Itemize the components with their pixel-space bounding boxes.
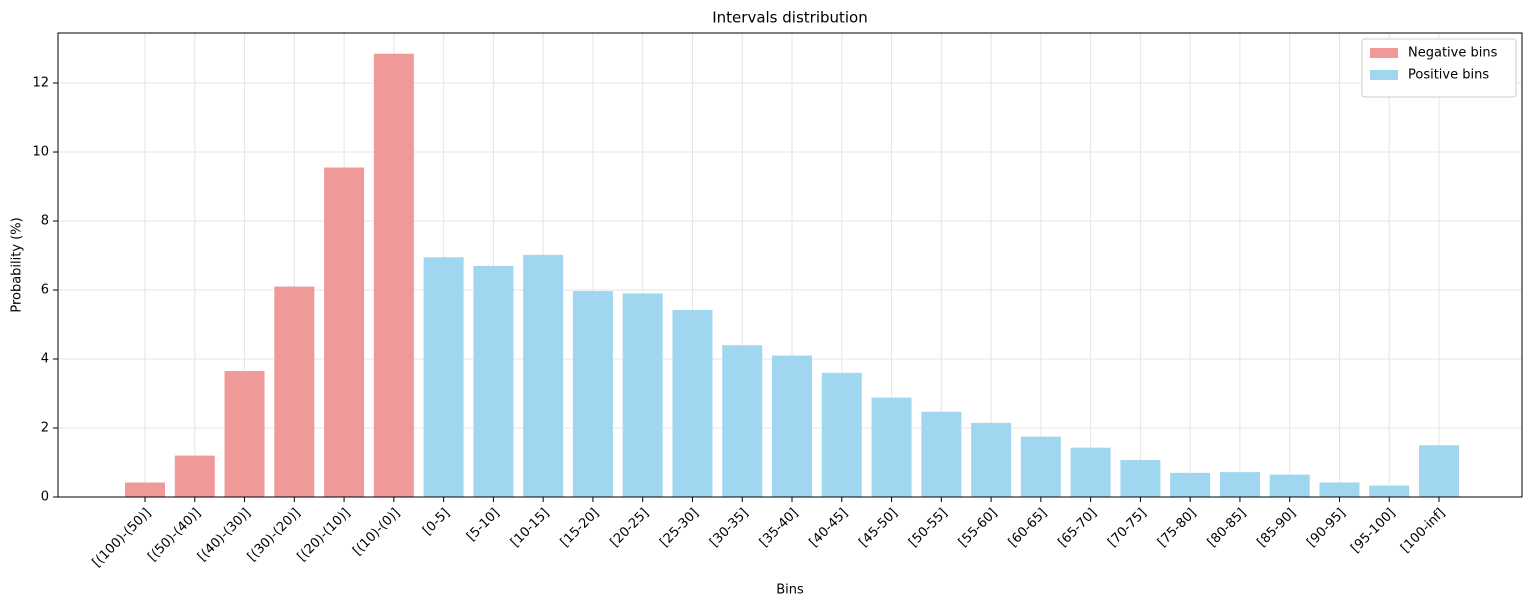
bar [1269,474,1310,497]
x-tick-label: [(100)-(50)] [90,506,155,571]
x-tick-label: [35-40] [757,506,801,550]
x-tick-label: [15-20] [558,506,602,550]
bar [672,310,713,497]
x-tick-label: [(10)-(0)] [350,506,403,559]
bar [1419,445,1460,497]
x-tick-label: [40-45] [807,506,851,550]
x-tick-label: [45-50] [856,506,900,550]
bar [871,397,912,497]
bar [622,293,663,497]
bar [473,265,514,497]
bar [1120,460,1161,497]
chart-title: Intervals distribution [712,9,868,27]
bar [1319,482,1360,497]
y-tick-label: 8 [41,214,49,229]
bar [423,257,464,497]
x-tick-label: [60-65] [1006,506,1050,550]
x-tick-label: [25-30] [657,506,701,550]
y-tick-label: 0 [41,490,49,505]
x-tick-label: [20-25] [608,506,652,550]
y-tick-label: 4 [41,352,49,367]
x-tick-label: [75-80] [1155,506,1199,550]
x-tick-label: [70-75] [1105,506,1149,550]
x-tick-label: [(20)-(10)] [295,506,354,565]
bar [224,371,265,497]
bar [373,53,414,497]
legend-label: Positive bins [1408,68,1489,83]
bar [772,355,813,497]
x-tick-label: [85-90] [1255,506,1299,550]
bar [722,345,763,497]
bar [1369,485,1410,497]
bar [821,372,862,497]
legend-box [1361,38,1517,98]
x-tick-label: [5-10] [464,506,503,545]
bar [921,411,962,497]
bar [125,482,165,497]
x-tick-label: [(30)-(20)] [245,506,304,565]
x-tick-label: [(40)-(30)] [195,506,254,565]
legend-label: Negative bins [1408,46,1498,61]
bar [174,455,215,497]
plot-frame [57,32,1523,498]
x-axis-label: Bins [776,583,804,598]
x-tick-label: [100-inf] [1398,506,1448,556]
x-tick-label: [(50)-(40)] [145,506,204,565]
bar [523,254,564,497]
legend-swatch [1370,48,1398,58]
x-tick-label: [65-70] [1055,506,1099,550]
x-tick-label: [90-95] [1304,506,1348,550]
bar [971,422,1012,497]
y-tick-label: 12 [32,76,49,91]
bar [1070,447,1111,497]
bar [1170,472,1211,497]
y-tick-label: 6 [41,283,49,298]
x-tick-label: [10-15] [508,506,552,550]
bar [324,167,365,497]
x-tick-label: [30-35] [707,506,751,550]
legend-swatch [1370,70,1398,80]
bar [274,286,315,497]
legend: Negative bins Positive bins [1361,38,1517,98]
y-axis-label: Probability (%) [10,217,25,312]
x-tick-label: [80-85] [1205,506,1249,550]
y-tick-label: 2 [41,421,49,436]
x-tick-label: [95-100] [1348,506,1398,556]
x-tick-label: [55-60] [956,506,1000,550]
bar [1020,436,1061,497]
x-tick-label: [50-55] [906,506,950,550]
x-tick-label: [0-5] [420,506,453,539]
bar [572,291,613,497]
bar [1219,472,1260,497]
y-tick-label: 10 [32,145,49,160]
